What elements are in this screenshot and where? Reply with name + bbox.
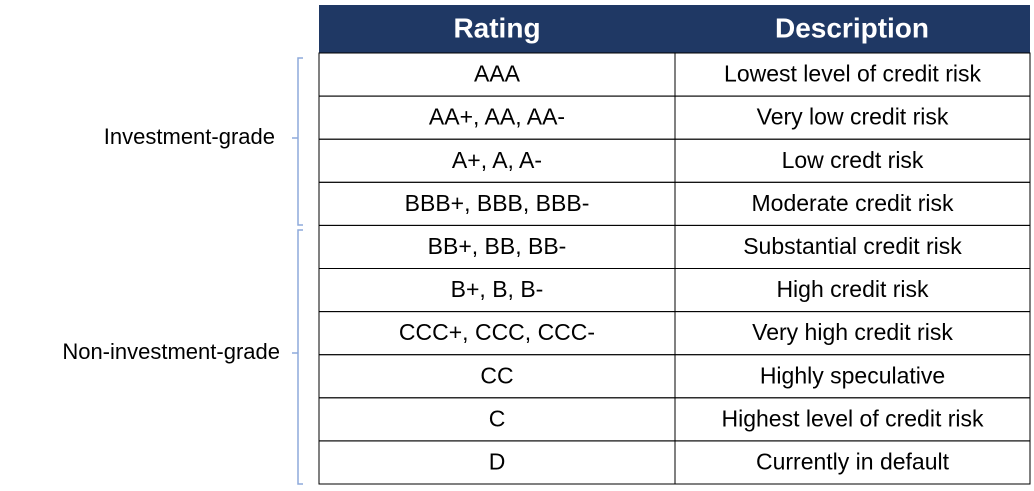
description: Highly speculative [760, 362, 945, 388]
group-label: Non-investment-grade [62, 339, 280, 364]
description: Moderate credit risk [752, 190, 954, 216]
rating: A+, A, A- [452, 147, 542, 173]
description: Very high credit risk [752, 319, 953, 345]
bracket [292, 229, 303, 485]
column-header: Description [775, 12, 929, 43]
table-cell [674, 440, 1031, 485]
table-body: AAA Lowest level of credit risk AA+, AA, A… [318, 52, 1031, 485]
column-header: Rating [453, 12, 540, 43]
rating: AAA [474, 61, 521, 87]
group-label: Investment-grade [104, 124, 275, 149]
rating: C [489, 405, 506, 431]
description: Low credt risk [782, 147, 924, 173]
rating: BBB+, BBB, BBB- [405, 190, 590, 216]
rating: AA+, AA, AA- [429, 104, 565, 130]
description: Very low credit risk [757, 104, 949, 130]
rating: CCC+, CCC, CCC- [399, 319, 595, 345]
rating: BB+, BB, BB- [428, 233, 567, 259]
rating: CC [480, 362, 513, 388]
description: High credit risk [776, 276, 929, 302]
table-header [319, 5, 1030, 53]
description: Substantial credit risk [743, 233, 962, 259]
description: Lowest level of credit risk [724, 61, 981, 87]
rating: D [489, 449, 506, 475]
description: Currently in default [756, 449, 950, 475]
description: Highest level of credit risk [721, 405, 984, 431]
rating: B+, B, B- [451, 276, 544, 302]
bracket [292, 57, 303, 226]
